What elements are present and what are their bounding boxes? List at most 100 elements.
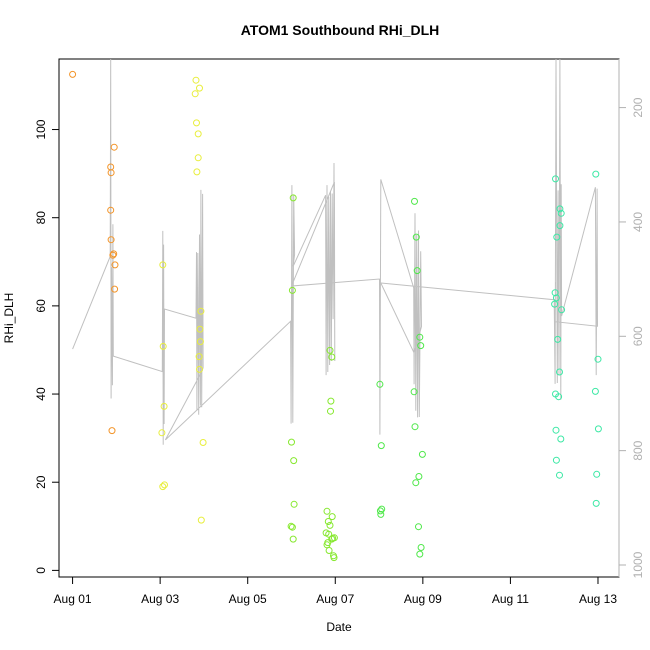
data-point-series-3 — [287, 522, 295, 530]
secondary-y-tick-label: 400 — [631, 212, 645, 232]
x-tick-label: Aug 01 — [54, 592, 92, 606]
data-point-series-4 — [411, 423, 419, 431]
x-tick-label: Aug 13 — [579, 592, 617, 606]
data-point-series-4 — [418, 450, 426, 458]
data-point-series-5 — [594, 425, 602, 433]
data-point-series-5 — [557, 209, 565, 217]
data-point-series-4 — [377, 510, 385, 518]
secondary-y-tick-label: 600 — [631, 326, 645, 346]
data-point-series-5 — [552, 175, 559, 183]
data-point-series-5 — [556, 205, 564, 213]
data-point-series-2 — [159, 483, 167, 491]
data-point-series-4 — [377, 442, 385, 450]
y-tick-label: 60 — [34, 299, 48, 313]
secondary-y-tick-label: 1000 — [631, 551, 645, 578]
data-point-series-2 — [160, 402, 168, 410]
data-point-series-4 — [417, 544, 425, 551]
data-point-series-1 — [108, 427, 116, 435]
secondary-y-tick-label: 200 — [631, 97, 645, 117]
data-point-series-3 — [288, 523, 296, 531]
x-tick-label: Aug 11 — [492, 592, 529, 606]
data-point-series-3 — [326, 521, 334, 529]
data-point-series-1 — [109, 251, 117, 259]
flight-track — [72, 58, 599, 445]
data-point-series-5 — [593, 470, 601, 478]
data-point-series-3 — [330, 554, 338, 562]
y-tick-label: 20 — [34, 475, 48, 489]
data-point-series-1 — [110, 250, 118, 258]
flight-track-line — [72, 58, 599, 445]
data-point-series-2 — [194, 130, 202, 138]
secondary-y-tick-label: 800 — [631, 440, 645, 460]
data-point-series-2 — [158, 429, 166, 437]
data-point-series-2 — [197, 516, 205, 524]
data-point-series-2 — [193, 168, 201, 176]
data-point-series-5 — [557, 435, 565, 443]
data-point-series-2 — [196, 84, 203, 92]
chart-title: ATOM1 Southbound RHi_DLH — [241, 22, 440, 38]
data-point-series-1 — [110, 143, 118, 151]
data-point-series-1 — [107, 236, 115, 244]
data-point-series-2 — [196, 338, 204, 346]
x-tick-label: Aug 09 — [404, 592, 442, 606]
data-point-series-3 — [325, 530, 333, 538]
data-point-series-5 — [552, 456, 560, 464]
data-point-series-2 — [161, 481, 168, 489]
data-point-series-4 — [376, 380, 384, 388]
data-point-series-2 — [196, 325, 204, 333]
x-tick-label: Aug 05 — [229, 592, 267, 606]
data-point-series-3 — [288, 438, 295, 446]
x-tick-label: Aug 03 — [141, 592, 179, 606]
data-point-series-5 — [556, 222, 564, 230]
x-axis-title: Date — [326, 620, 352, 634]
data-point-series-2 — [194, 154, 202, 162]
data-point-series-5 — [551, 300, 559, 308]
data-point-series-3 — [290, 457, 298, 465]
data-point-series-4 — [416, 333, 424, 341]
y-axis-title: RHi_DLH — [2, 293, 16, 344]
data-point-series-5 — [553, 233, 561, 241]
data-point-series-4 — [415, 473, 423, 480]
data-points — [69, 70, 602, 562]
data-point-series-2 — [199, 439, 207, 446]
data-point-series-3 — [288, 286, 296, 294]
x-axis: Aug 01 Aug 03 Aug 05 Aug 07 Aug 09 Aug 11 Aug … — [54, 577, 617, 606]
data-point-series-4 — [417, 342, 425, 350]
secondary-y-axis: 200 400 600 800 1000 — [618, 59, 645, 578]
data-point-series-1 — [111, 285, 119, 293]
data-point-series-2 — [196, 365, 203, 373]
data-point-series-1 — [111, 261, 119, 269]
y-axis: 0 20 40 60 80 100 — [34, 119, 59, 574]
data-point-series-5 — [594, 355, 602, 363]
data-point-series-2 — [193, 119, 200, 127]
data-point-series-3 — [327, 397, 335, 405]
data-point-series-5 — [556, 471, 563, 479]
data-point-series-3 — [324, 518, 332, 525]
data-point-series-2 — [159, 342, 167, 350]
data-point-series-5 — [555, 393, 563, 401]
data-point-series-3 — [328, 353, 336, 361]
data-point-series-4 — [412, 233, 420, 241]
data-point-series-3 — [289, 535, 297, 543]
data-point-series-5 — [592, 170, 600, 178]
data-point-series-2 — [192, 76, 200, 84]
data-point-series-2 — [195, 353, 203, 361]
data-point-series-4 — [378, 505, 386, 513]
data-point-series-4 — [410, 388, 418, 396]
data-point-series-5 — [552, 426, 560, 434]
data-point-series-3 — [326, 346, 334, 354]
data-point-series-5 — [592, 499, 600, 507]
data-point-series-5 — [552, 294, 560, 302]
y-tick-label: 0 — [34, 567, 48, 574]
data-point-series-4 — [415, 523, 422, 531]
data-point-series-5 — [551, 289, 559, 297]
data-point-series-3 — [290, 500, 298, 508]
data-point-series-4 — [411, 197, 418, 205]
data-point-series-1 — [69, 70, 77, 78]
data-point-series-2 — [197, 307, 205, 315]
data-point-series-3 — [323, 507, 331, 515]
data-point-series-2 — [191, 90, 199, 98]
data-point-series-4 — [376, 507, 384, 515]
data-point-series-1 — [107, 169, 115, 177]
